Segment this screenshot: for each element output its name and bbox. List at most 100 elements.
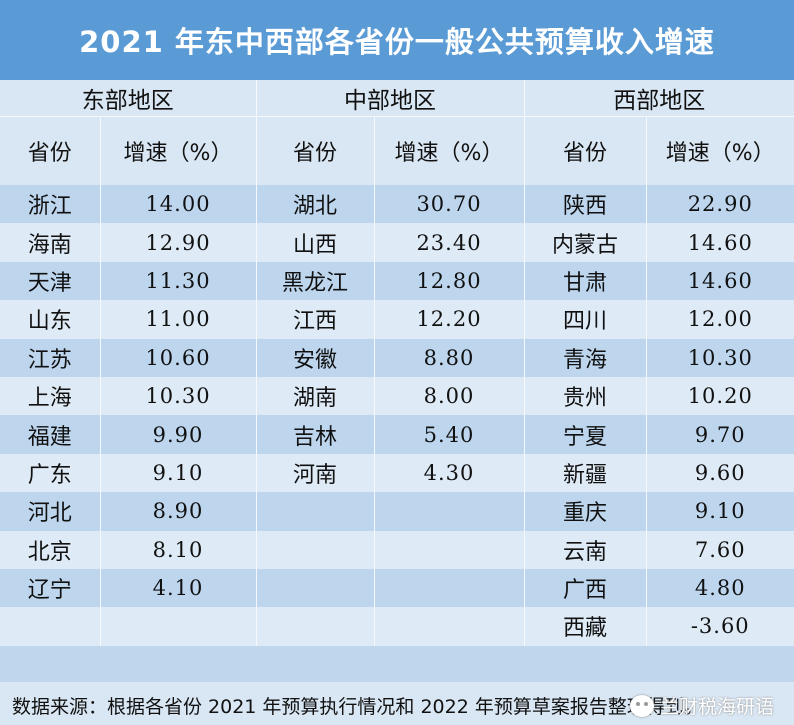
table-row: 福建 9.90 吉林 5.40 宁夏 9.70 [0, 415, 794, 454]
province-cell: 湖南 [255, 376, 374, 416]
province-cell: 河南 [255, 453, 374, 493]
province-cell: 江西 [255, 300, 374, 339]
province-cell [0, 607, 100, 646]
growth-cell [373, 492, 524, 531]
province-cell: 山东 [0, 300, 100, 339]
province-cell: 四川 [523, 300, 646, 339]
province-cell [255, 607, 374, 646]
watermark: 兰财税海研语 [629, 692, 774, 719]
growth-cell: 7.60 [645, 530, 794, 569]
growth-cell: 11.30 [99, 261, 256, 301]
growth-cell: 9.10 [645, 492, 794, 531]
province-cell: 上海 [0, 376, 100, 416]
province-cell: 西藏 [523, 607, 646, 646]
province-cell: 甘肃 [523, 261, 646, 301]
growth-cell: 11.00 [99, 300, 256, 339]
province-cell: 江苏 [0, 338, 100, 377]
growth-cell: 12.00 [645, 300, 794, 339]
province-cell: 海南 [0, 223, 100, 262]
growth-cell: 10.20 [645, 376, 794, 416]
province-cell: 青海 [523, 338, 646, 377]
table-row: 浙江 14.00 湖北 30.70 陕西 22.90 [0, 185, 794, 224]
growth-cell: 9.10 [99, 453, 256, 493]
province-cell: 宁夏 [523, 415, 646, 454]
region-central: 中部地区 [255, 80, 524, 117]
table-row: 北京 8.10 云南 7.60 [0, 530, 794, 569]
province-cell: 陕西 [523, 185, 646, 224]
growth-cell: 10.30 [99, 376, 256, 416]
header-growth: 增速（%） [99, 116, 256, 185]
growth-cell: 12.20 [373, 300, 524, 339]
growth-cell: 14.00 [99, 185, 256, 224]
growth-cell [373, 530, 524, 569]
growth-cell: 9.90 [99, 415, 256, 454]
table-row: 海南 12.90 山西 23.40 内蒙古 14.60 [0, 223, 794, 262]
growth-cell: 9.70 [645, 415, 794, 454]
growth-cell: 4.10 [99, 568, 256, 608]
province-cell: 辽宁 [0, 568, 100, 608]
province-cell: 河北 [0, 492, 100, 531]
header-province: 省份 [255, 116, 374, 185]
growth-cell: 30.70 [373, 185, 524, 224]
growth-cell: 4.80 [645, 568, 794, 608]
header-province: 省份 [0, 116, 100, 185]
province-cell: 广西 [523, 568, 646, 608]
growth-cell: 14.60 [645, 261, 794, 301]
growth-cell: 8.80 [373, 338, 524, 377]
province-cell: 内蒙古 [523, 223, 646, 262]
growth-cell [373, 568, 524, 608]
table-title: 2021 年东中西部各省份一般公共预算收入增速 [0, 0, 794, 80]
growth-cell: 8.00 [373, 376, 524, 416]
province-cell: 安徽 [255, 338, 374, 377]
province-cell: 湖北 [255, 185, 374, 224]
province-cell: 北京 [0, 530, 100, 569]
province-cell: 浙江 [0, 185, 100, 224]
table-row: 天津 11.30 黑龙江 12.80 甘肃 14.60 [0, 261, 794, 301]
table-row: 河北 8.90 重庆 9.10 [0, 492, 794, 531]
growth-cell: -3.60 [645, 607, 794, 646]
growth-cell: 14.60 [645, 223, 794, 262]
table-row: 辽宁 4.10 广西 4.80 [0, 568, 794, 608]
source-note: 数据来源：根据各省份 2021 年预算执行情况和 2022 年预算草案报告整理得… [12, 696, 703, 718]
table-row: 山东 11.00 江西 12.20 四川 12.00 [0, 300, 794, 339]
growth-cell [99, 607, 256, 646]
growth-table: 东部地区 中部地区 西部地区 省份 增速（%） 省份 增速（%） 省份 增速（%… [0, 80, 794, 646]
growth-cell: 10.30 [645, 338, 794, 377]
growth-cell: 12.90 [99, 223, 256, 262]
growth-cell [373, 607, 524, 646]
province-cell: 广东 [0, 453, 100, 493]
province-cell: 重庆 [523, 492, 646, 531]
footer: 数据来源：根据各省份 2021 年预算执行情况和 2022 年预算草案报告整理得… [0, 682, 794, 725]
province-cell: 天津 [0, 261, 100, 301]
province-cell [255, 568, 374, 608]
table-row: 江苏 10.60 安徽 8.80 青海 10.30 [0, 338, 794, 377]
growth-cell: 12.80 [373, 261, 524, 301]
province-cell: 福建 [0, 415, 100, 454]
growth-cell: 10.60 [99, 338, 256, 377]
header-growth: 增速（%） [645, 116, 794, 185]
province-cell: 贵州 [523, 376, 646, 416]
province-cell: 新疆 [523, 453, 646, 493]
growth-cell: 22.90 [645, 185, 794, 224]
province-cell: 黑龙江 [255, 261, 374, 301]
growth-cell: 8.90 [99, 492, 256, 531]
province-cell [255, 530, 374, 569]
table-row: 广东 9.10 河南 4.30 新疆 9.60 [0, 453, 794, 493]
wechat-icon [629, 694, 654, 717]
table-row: 西藏 -3.60 [0, 607, 794, 646]
province-cell: 云南 [523, 530, 646, 569]
table-row: 上海 10.30 湖南 8.00 贵州 10.20 [0, 376, 794, 416]
region-west: 西部地区 [523, 80, 794, 117]
province-cell: 吉林 [255, 415, 374, 454]
growth-cell: 8.10 [99, 530, 256, 569]
region-east: 东部地区 [0, 80, 256, 117]
watermark-text: 兰财税海研语 [659, 696, 774, 718]
province-cell [255, 492, 374, 531]
header-growth: 增速（%） [373, 116, 524, 185]
growth-cell: 9.60 [645, 453, 794, 493]
growth-cell: 23.40 [373, 223, 524, 262]
growth-cell: 4.30 [373, 453, 524, 493]
growth-cell: 5.40 [373, 415, 524, 454]
province-cell: 山西 [255, 223, 374, 262]
header-province: 省份 [523, 116, 646, 185]
